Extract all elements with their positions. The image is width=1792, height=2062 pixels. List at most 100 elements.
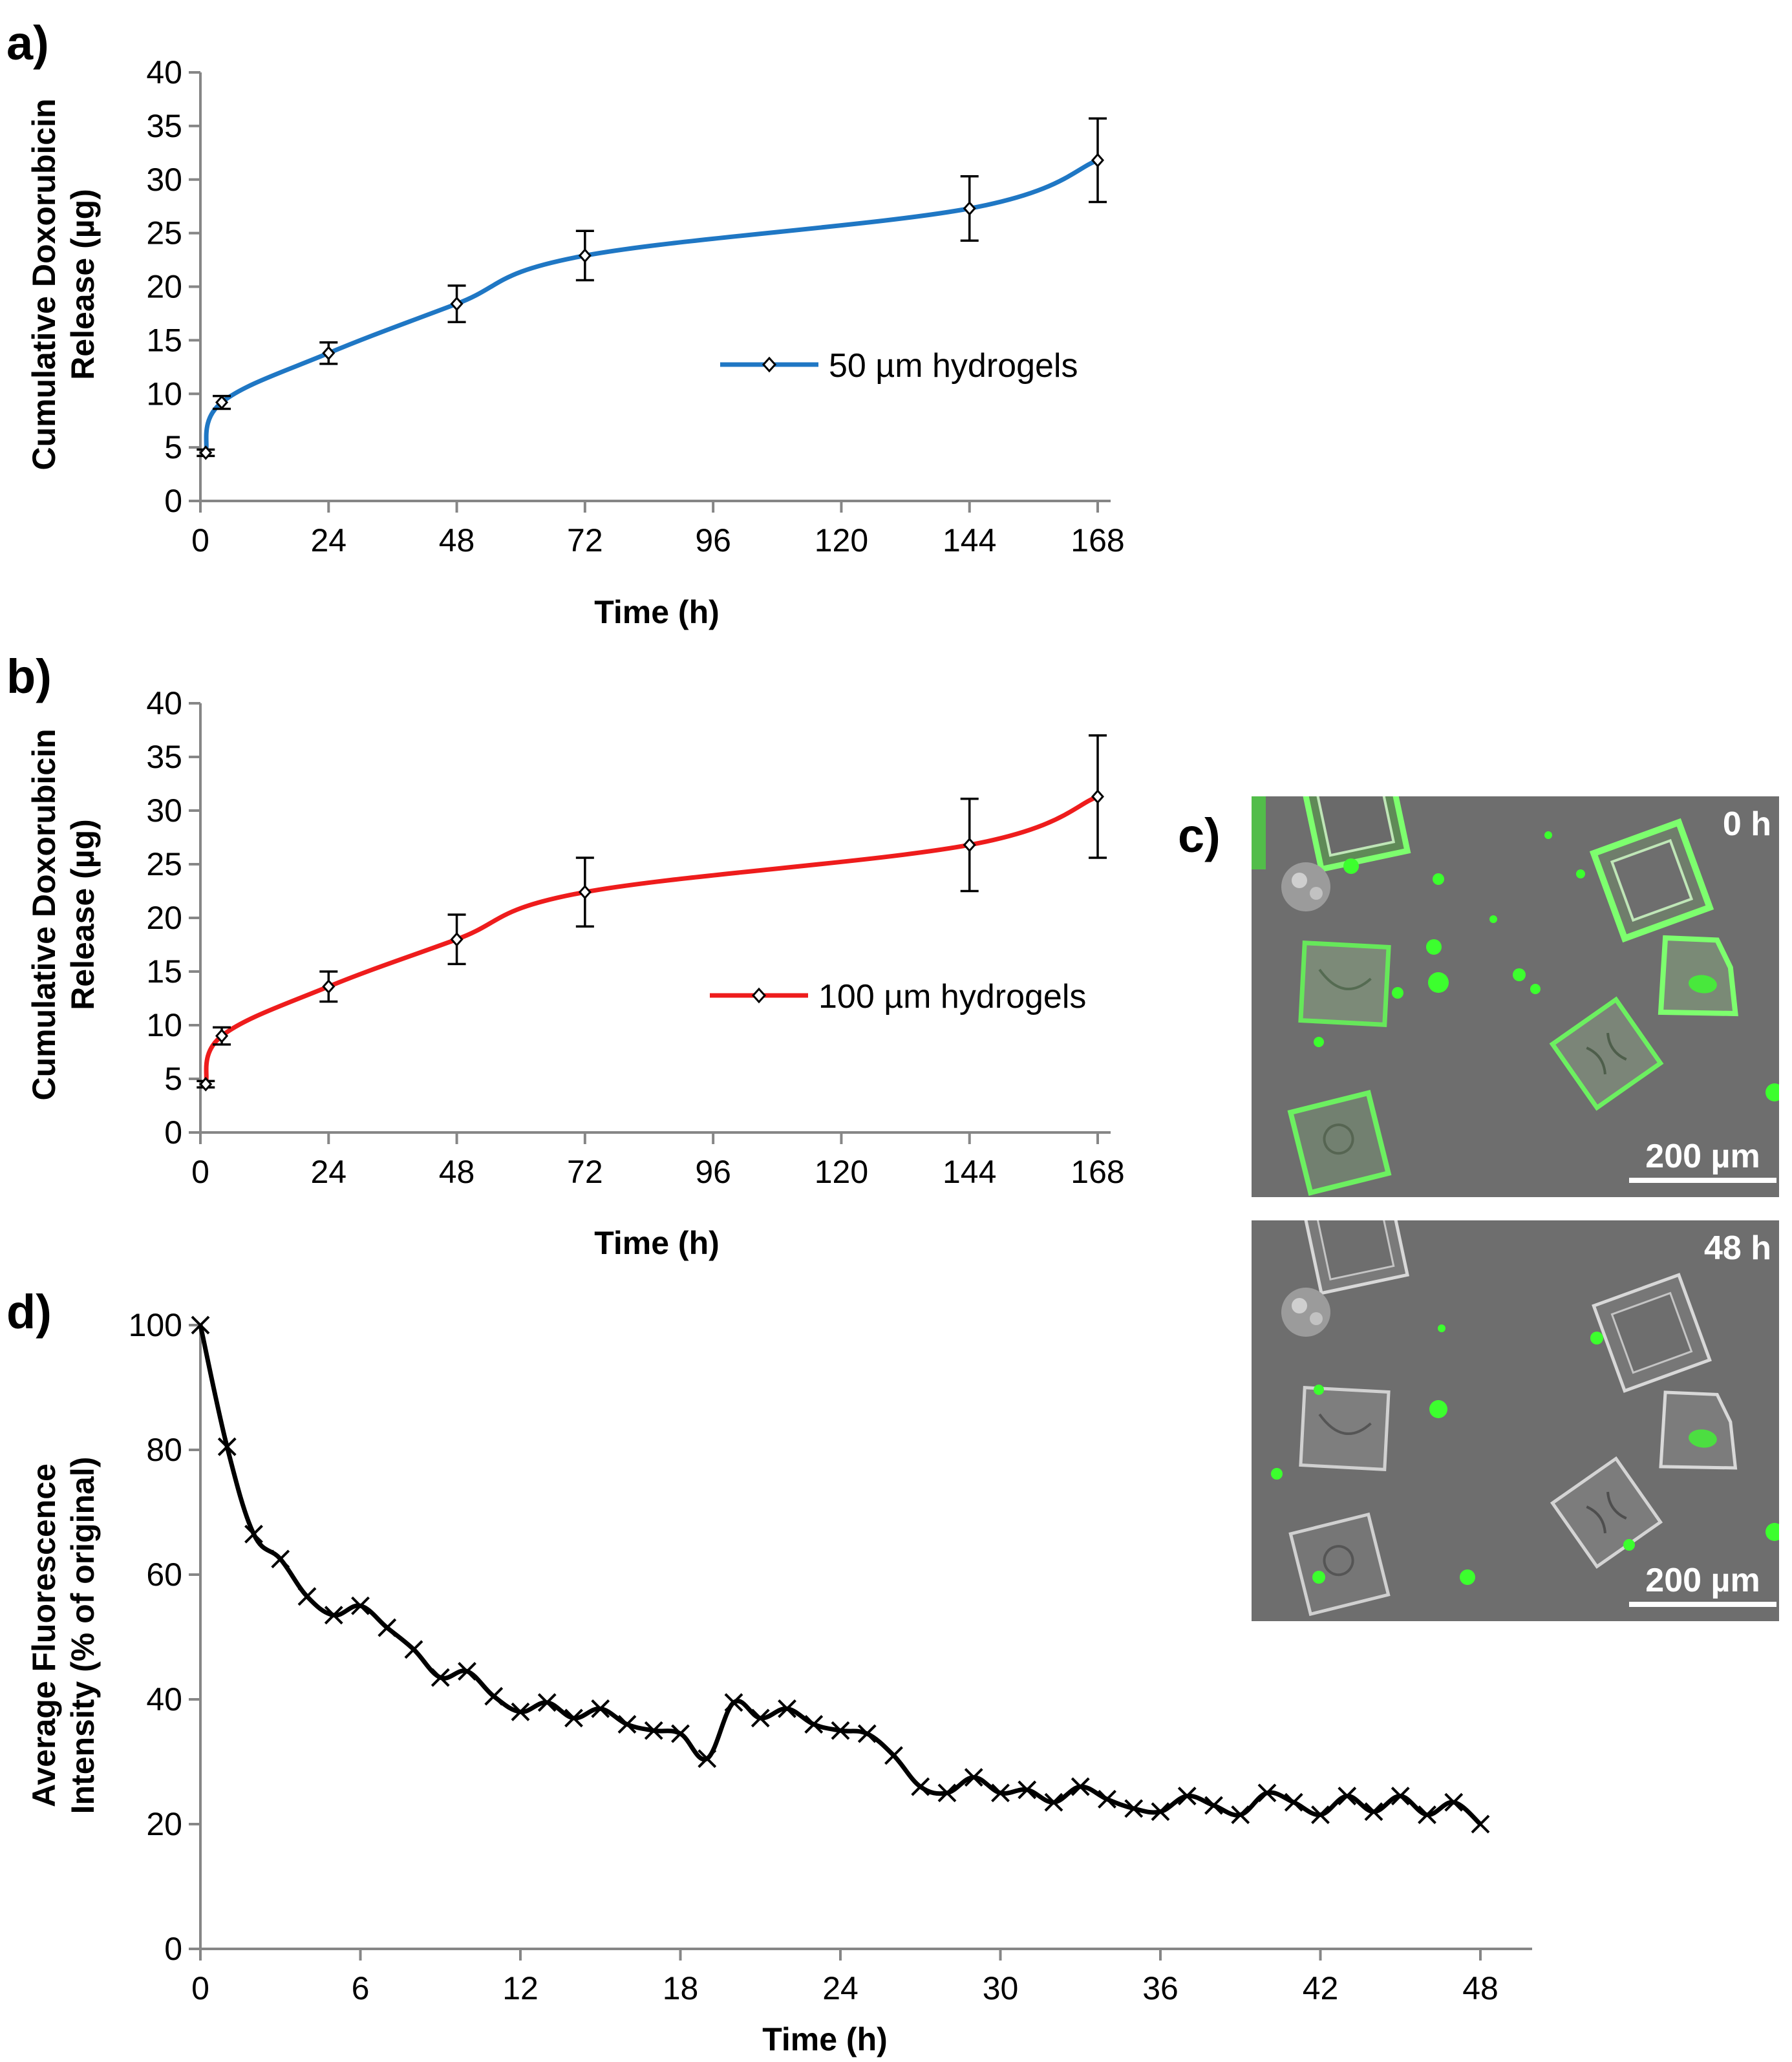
scale-bar-label: 200 µm	[1645, 1562, 1760, 1599]
y-tick-label: 40	[146, 54, 182, 90]
data-point	[458, 1662, 476, 1681]
x-tick-label: 24	[822, 1970, 859, 2006]
y-tick-label: 80	[146, 1432, 182, 1468]
scale-bar	[1629, 1178, 1776, 1183]
scale-bar	[1629, 1602, 1776, 1607]
legend-marker	[762, 356, 777, 373]
time-label: 0 h	[1723, 805, 1771, 843]
panel-d-chart: d) 0 20 40 60 80 100 0 6 12 18 24 30 36 42 48 Time (h)…	[6, 1285, 1532, 2057]
fluorescent-debris	[1314, 831, 1779, 1101]
cell-cluster	[1281, 1288, 1330, 1337]
data-point	[911, 1777, 930, 1796]
x-axis-title: Time (h)	[762, 2021, 888, 2057]
data-point	[1091, 153, 1105, 168]
data-point	[199, 1077, 213, 1092]
y-axis-title-line1: Average Fluorescence	[26, 1463, 62, 1807]
data-point	[199, 445, 213, 460]
data-point	[1257, 1783, 1277, 1803]
legend-label: 50 µm hydrogels	[829, 347, 1078, 385]
hydrogel-square	[1299, 796, 1411, 873]
data-point	[1151, 1802, 1170, 1822]
data-point	[351, 1596, 370, 1615]
cell-cluster	[1281, 862, 1330, 911]
data-point	[215, 395, 229, 410]
legend: 50 µm hydrogels	[720, 347, 1078, 385]
panel-b-chart: b) 0 5 10 15 20 25 30 35 40 0 24 48 72 96 120 144 168 Ti…	[6, 650, 1125, 1261]
data-point	[1177, 1787, 1197, 1805]
x-tick-label: 144	[943, 522, 996, 558]
y-tick-label: 5	[164, 429, 182, 465]
data-point	[1204, 1796, 1223, 1815]
panel-c-label: c)	[1178, 809, 1221, 862]
data-point	[991, 1783, 1010, 1803]
panel-a-label: a)	[6, 16, 49, 70]
data-point	[963, 837, 976, 853]
x-tick-label: 48	[1462, 1970, 1499, 2006]
y-axis-title-line2: Release (µg)	[65, 189, 101, 380]
x-tick-label: 144	[943, 1154, 996, 1190]
data-point	[644, 1721, 663, 1740]
scale-bar-label: 200 µm	[1645, 1138, 1760, 1175]
data-point	[1091, 789, 1105, 804]
y-axis-title-line2: Release (µg)	[65, 819, 101, 1010]
micrograph-0h: 0 h 200 µm	[1252, 796, 1779, 1197]
panel-b-label: b)	[6, 650, 52, 703]
data-point	[431, 1668, 450, 1687]
y-tick-label: 35	[146, 108, 182, 144]
data-point	[1284, 1792, 1303, 1812]
legend: 100 µm hydrogels	[710, 978, 1086, 1015]
x-tick-label: 42	[1303, 1970, 1339, 2006]
x-tick-label: 96	[695, 522, 731, 558]
y-tick-label: 35	[146, 739, 182, 775]
cell-cluster	[1292, 873, 1307, 888]
time-label: 48 h	[1704, 1229, 1771, 1267]
y-tick-label: 20	[146, 269, 182, 305]
hydrogel-square	[1288, 1512, 1391, 1617]
hydrogel-square	[1549, 996, 1664, 1111]
x-tick-label: 72	[567, 522, 603, 558]
x-tick-label: 120	[815, 1154, 868, 1190]
y-axis-title-line1: Cumulative Doxorubicin	[26, 728, 62, 1100]
data-point	[698, 1749, 717, 1769]
cell-cluster	[1292, 1298, 1307, 1313]
data-point	[1338, 1787, 1357, 1805]
y-tick-label: 25	[146, 215, 182, 251]
x-tick-label: 120	[815, 522, 868, 558]
data-point	[450, 931, 464, 947]
hydrogel-square	[1658, 935, 1738, 1017]
y-tick-label: 0	[164, 1931, 182, 1967]
y-tick-label: 100	[129, 1307, 182, 1343]
x-tick-label: 18	[663, 1970, 699, 2006]
y-tick-label: 60	[146, 1557, 182, 1593]
data-point	[1044, 1792, 1063, 1812]
data-point	[1418, 1805, 1436, 1824]
cell-cluster	[1310, 887, 1323, 900]
x-tick-label: 72	[567, 1154, 603, 1190]
y-tick-label: 40	[146, 1681, 182, 1717]
data-point	[804, 1715, 824, 1734]
panel-c-micrographs: c)	[1178, 796, 1779, 1621]
x-axis-title: Time (h)	[594, 1225, 720, 1261]
x-tick-label: 168	[1071, 1154, 1124, 1190]
data-point	[1231, 1805, 1250, 1824]
hydrogel-square	[1592, 1273, 1712, 1393]
x-tick-label: 0	[191, 1154, 209, 1190]
x-tick-label: 24	[310, 522, 347, 558]
y-tick-label: 10	[146, 376, 182, 412]
data-point	[450, 296, 464, 312]
data-point	[215, 1028, 229, 1043]
data-point	[322, 346, 336, 361]
fluorescence-edge	[1252, 796, 1266, 869]
hydrogel-square	[1659, 1390, 1738, 1470]
data-point	[537, 1693, 557, 1712]
data-point	[1364, 1802, 1383, 1822]
x-tick-label: 36	[1142, 1970, 1179, 2006]
data-point	[1124, 1799, 1144, 1818]
data-point	[617, 1715, 637, 1734]
x-tick-label: 0	[191, 1970, 209, 2006]
y-tick-label: 20	[146, 1806, 182, 1842]
x-tick-label: 12	[502, 1970, 539, 2006]
x-axis-title: Time (h)	[594, 594, 720, 630]
data-point	[1444, 1792, 1464, 1812]
data-point	[1391, 1787, 1410, 1805]
